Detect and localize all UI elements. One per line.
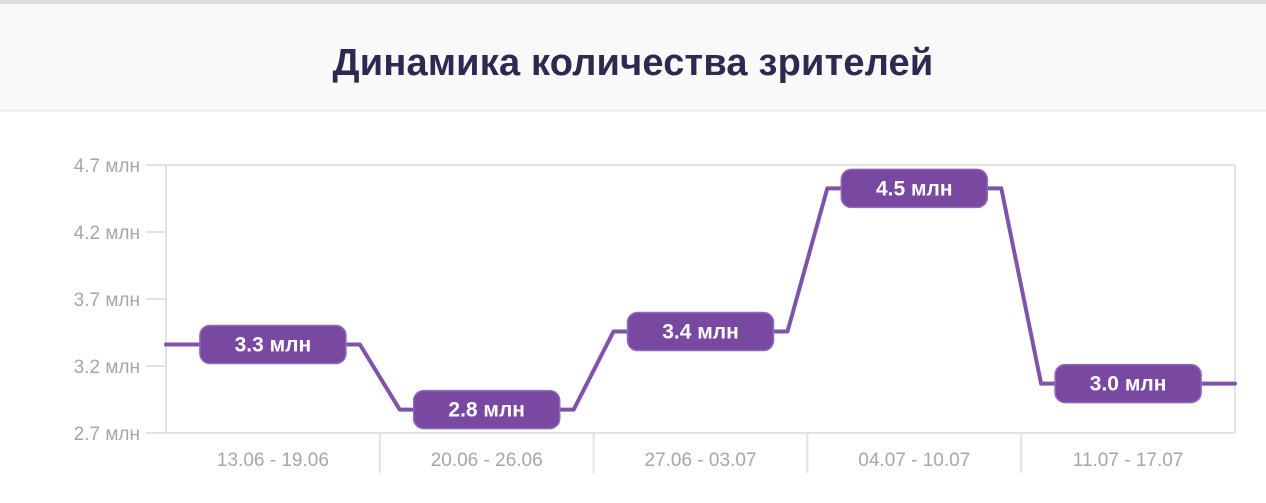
section-divider — [0, 109, 1266, 112]
data-point-value: 2.8 млн — [448, 399, 525, 422]
data-point[interactable]: 3.0 млн — [1054, 363, 1202, 404]
data-point-value: 4.5 млн — [876, 177, 953, 200]
data-point[interactable]: 4.5 млн — [840, 168, 989, 209]
data-point-value: 3.3 млн — [235, 334, 312, 357]
data-point-badge[interactable] — [626, 311, 775, 352]
y-axis-label: 4.7 млн — [74, 156, 140, 177]
title-band: Динамика количества зрителей — [0, 4, 1266, 109]
y-axis-label: 2.7 млн — [74, 424, 140, 445]
x-axis-label: 11.07 - 17.07 — [1073, 450, 1184, 471]
chart-area — [0, 112, 1266, 503]
data-point[interactable]: 2.8 млн — [412, 389, 561, 430]
data-point-badge[interactable] — [412, 389, 561, 430]
x-axis-label: 04.07 - 10.07 — [858, 450, 970, 471]
data-point[interactable]: 3.4 млн — [626, 311, 775, 352]
y-axis-label: 4.2 млн — [74, 223, 140, 244]
data-point-value: 3.0 млн — [1090, 373, 1167, 396]
x-axis-label: 20.06 - 26.06 — [431, 450, 543, 471]
data-point-badge[interactable] — [840, 168, 989, 209]
y-axis-label: 3.2 млн — [74, 357, 140, 378]
page-title: Динамика количества зрителей — [332, 42, 934, 84]
top-edge-strip — [0, 0, 1266, 4]
data-point-value: 3.4 млн — [662, 321, 739, 344]
x-axis-label: 13.06 - 19.06 — [217, 450, 329, 471]
x-axis-label: 27.06 - 03.07 — [645, 450, 757, 471]
data-point-badge[interactable] — [1054, 363, 1202, 404]
y-axis-label: 3.7 млн — [74, 290, 140, 311]
data-point[interactable]: 3.3 млн — [199, 324, 347, 365]
data-point-badge[interactable] — [199, 324, 347, 365]
